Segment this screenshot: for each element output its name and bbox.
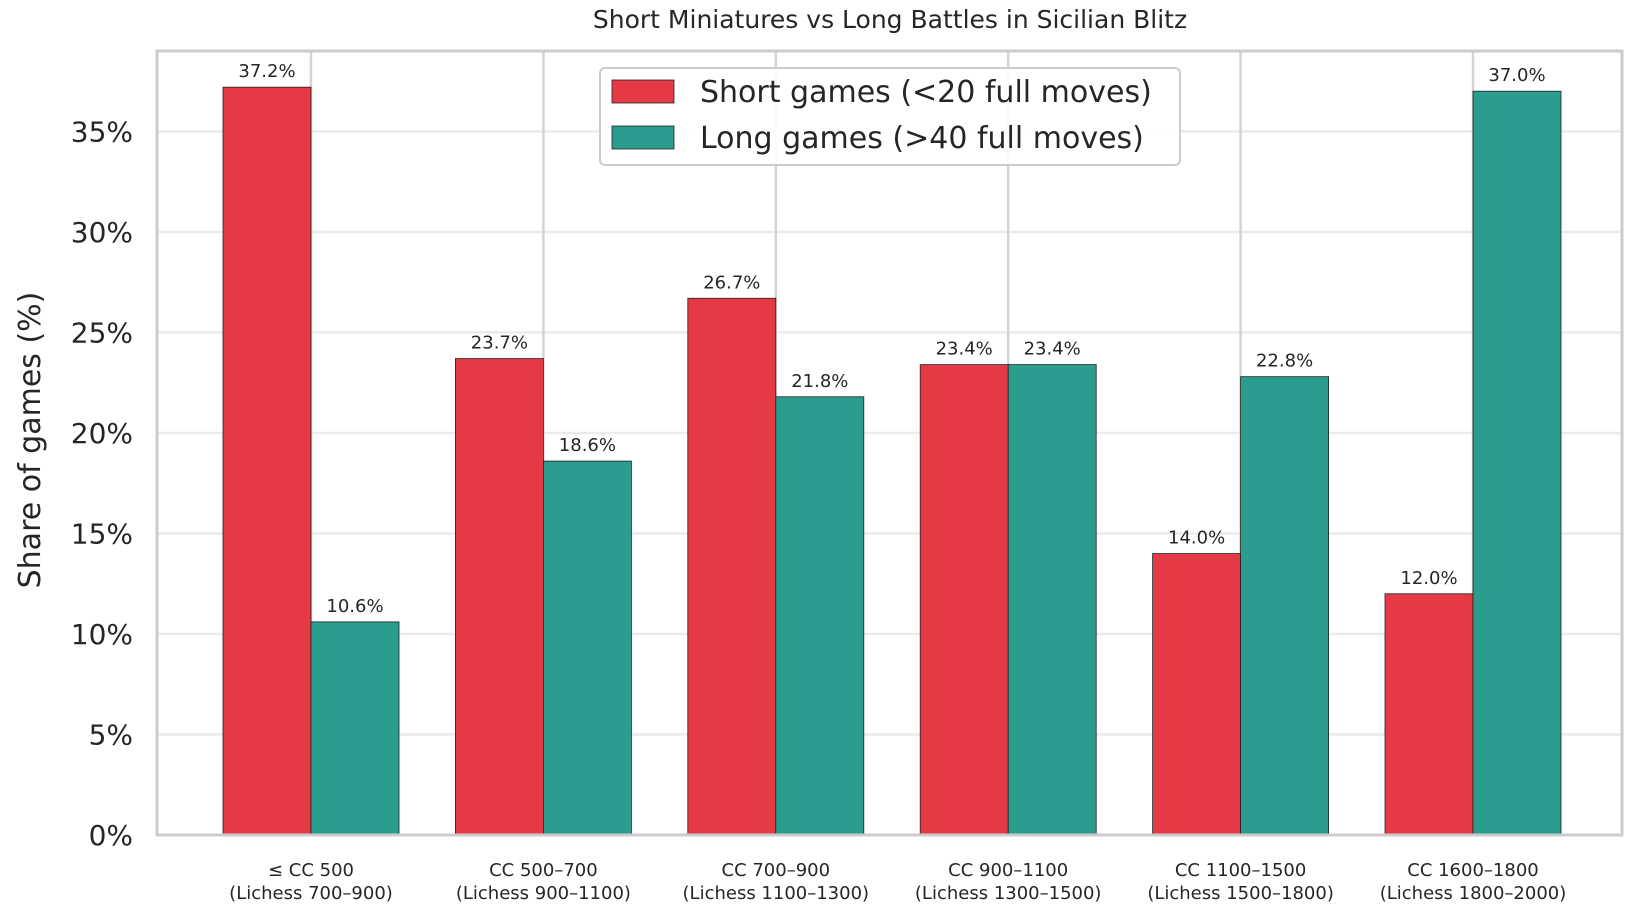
bar-value-label: 21.8% — [791, 371, 848, 392]
bar — [919, 364, 1009, 836]
x-tick-label: CC 500–700 (Lichess 900–1100) — [456, 860, 631, 904]
x-tick-label: CC 1100–1500 (Lichess 1500–1800) — [1147, 860, 1334, 904]
y-tick-label: 20% — [71, 417, 133, 450]
y-tick-label: 15% — [71, 517, 133, 550]
bar — [543, 460, 632, 836]
bar — [1240, 376, 1329, 836]
y-tick-label: 25% — [71, 316, 133, 349]
bar-value-label: 26.7% — [703, 272, 760, 293]
y-tick-label: 5% — [89, 718, 133, 751]
x-tick-label: CC 1600–1800 (Lichess 1800–2000) — [1380, 860, 1567, 904]
x-tick-label: CC 900–1100 (Lichess 1300–1500) — [915, 860, 1102, 904]
bar-value-label: 37.2% — [238, 61, 295, 82]
chart-title: Short Miniatures vs Long Battles in Sici… — [593, 5, 1187, 34]
y-axis-label: Share of games (%) — [13, 292, 48, 589]
bar — [454, 358, 544, 836]
bar-value-label: 23.4% — [936, 339, 993, 360]
bar-value-label: 37.0% — [1488, 65, 1545, 86]
legend-box — [599, 67, 1181, 166]
bar-labels-layer: 37.2% 23.7% 26.7% 23.4% 14.0% 12.0% 10.6% 18.6%… — [238, 61, 1545, 617]
bar — [775, 396, 865, 836]
y-tick-label: 10% — [71, 618, 133, 651]
legend-label-short: Short games (<20 full moves) — [700, 75, 1152, 110]
bar — [310, 621, 400, 836]
bar — [222, 86, 312, 836]
bar-value-label: 10.6% — [326, 596, 383, 617]
bar — [1007, 364, 1097, 836]
bar — [1384, 593, 1474, 836]
bar-value-label: 23.7% — [471, 333, 528, 354]
plot-frame — [155, 49, 1624, 837]
legend-label-long: Long games (>40 full moves) — [700, 121, 1144, 156]
legend-swatch-short — [611, 79, 675, 104]
axis-layer: 0% 5% 10% 15% 20% 25% 30% 35% ≤ CC 500 (Lichess 7… — [71, 115, 1567, 904]
x-tick-label: CC 700–900 (Lichess 1100–1300) — [683, 860, 870, 904]
y-tick-label: 30% — [71, 216, 133, 249]
y-tick-label: 35% — [71, 115, 133, 148]
y-tick-label: 0% — [89, 819, 133, 852]
bar — [1152, 553, 1241, 836]
x-tick-label: ≤ CC 500 (Lichess 700–900) — [229, 860, 393, 904]
bar-value-label: 22.8% — [1256, 351, 1313, 372]
bar-value-label: 12.0% — [1400, 568, 1457, 589]
bar-value-label: 18.6% — [559, 435, 616, 456]
bar-value-label: 14.0% — [1168, 528, 1225, 549]
bar-value-label: 23.4% — [1024, 339, 1081, 360]
bar — [1472, 90, 1562, 836]
legend-swatch-long — [611, 125, 675, 150]
bars-layer — [222, 86, 1562, 836]
legend: Short games (<20 full moves) Long games … — [599, 67, 1181, 166]
bar — [687, 297, 777, 836]
